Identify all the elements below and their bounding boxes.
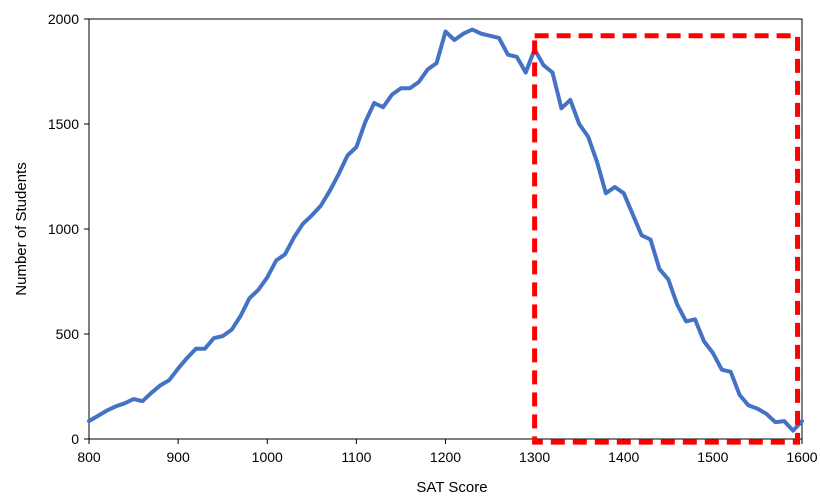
x-tick-label: 1000 (252, 449, 283, 465)
x-tick-label: 1500 (697, 449, 728, 465)
y-axis-title: Number of Students (13, 162, 30, 295)
y-tick-label: 0 (71, 431, 79, 447)
x-tick-label: 1100 (341, 449, 371, 465)
plot-area (84, 18, 804, 445)
x-tick-label: 800 (77, 449, 101, 465)
x-tick-label: 1600 (786, 449, 817, 465)
series-line (87, 27, 804, 433)
highlight-box (532, 33, 801, 445)
y-tick-label: 1000 (48, 221, 79, 237)
x-tick-label: 1400 (608, 449, 639, 465)
y-tick-label: 2000 (48, 11, 79, 27)
y-tick-label: 1500 (48, 116, 79, 132)
x-tick-label: 900 (166, 449, 190, 465)
x-axis-title: SAT Score (416, 479, 487, 496)
y-tick-label: 500 (56, 326, 80, 342)
tick-labels: 800 900 1000 1100 1200 1300 1400 1500 1600 0 500 10… (48, 11, 818, 465)
x-tick-label: 1300 (519, 449, 550, 465)
x-tick-label: 1200 (430, 449, 461, 465)
plot-border (88, 18, 803, 440)
